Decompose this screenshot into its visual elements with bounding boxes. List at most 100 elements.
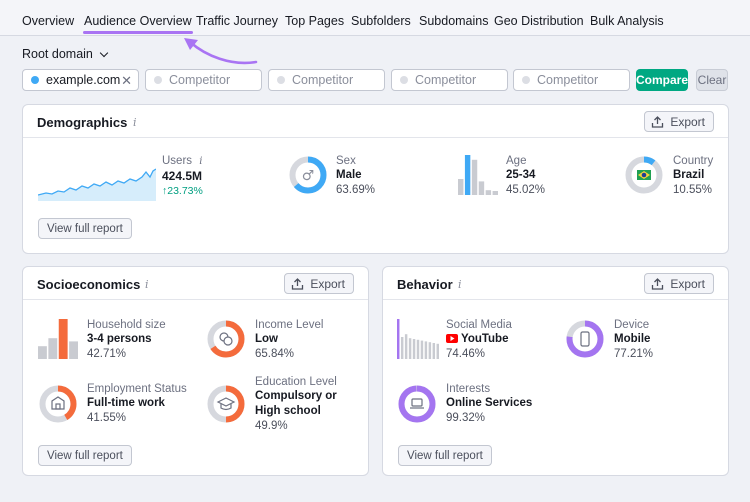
employment-value: Full-time work (87, 397, 165, 409)
age-label: Age (506, 155, 527, 167)
competitor-dot (400, 76, 408, 84)
competitor-input-4[interactable]: Competitor (513, 69, 630, 91)
card-header: Behavior i Export (383, 267, 728, 300)
laptop-icon (410, 398, 424, 409)
household-bar-chart (38, 319, 78, 359)
household-metric: Household size 3-4 persons 42.71% (87, 318, 166, 362)
country-label: Country (673, 155, 714, 167)
bar (69, 341, 78, 359)
sex-value: Male (336, 169, 362, 181)
donut-value-arc (398, 385, 436, 423)
tab-top-pages[interactable]: Top Pages (285, 14, 345, 28)
sex-percent: 63.69% (336, 184, 376, 196)
bar (485, 190, 492, 195)
age-bar-chart (458, 155, 498, 195)
bar (48, 338, 58, 359)
tab-audience-overview[interactable]: Audience Overview (83, 14, 193, 34)
root-domain-dropdown[interactable]: Root domain (22, 47, 109, 61)
export-button[interactable]: Export (284, 273, 354, 294)
age-value: 25-34 (506, 169, 536, 181)
info-icon[interactable]: i (133, 116, 137, 129)
tab-geo-distribution[interactable]: Geo Distribution (494, 14, 584, 28)
sex-donut-chart: ♂ (289, 156, 327, 194)
info-icon[interactable]: i (145, 278, 149, 291)
card-header: Socioeconomics i Export (23, 267, 368, 300)
donut-value-arc (39, 385, 77, 423)
household-percent: 42.71% (87, 348, 127, 360)
export-button[interactable]: Export (644, 111, 714, 132)
age-metric: Age 25-34 45.02% (506, 154, 545, 198)
device-value: Mobile (614, 333, 651, 345)
education-metric: Education Level Compulsory or High schoo… (255, 375, 337, 434)
interests-value: Online Services (446, 397, 533, 409)
tab-subdomains[interactable]: Subdomains (419, 14, 489, 28)
competitor-dot (277, 76, 285, 84)
bar (38, 346, 47, 359)
users-metric: Users i 424.5M ↑23.73% (162, 154, 203, 198)
info-icon[interactable]: i (458, 278, 462, 291)
age-percent: 45.02% (506, 184, 546, 196)
competitor-input-2[interactable]: Competitor (268, 69, 385, 91)
bar (428, 342, 432, 359)
social-media-metric: Social Media YouTube 74.46% (446, 318, 512, 362)
male-icon: ♂ (302, 168, 315, 184)
users-label: Users i (162, 155, 203, 167)
household-value: 3-4 persons (87, 333, 152, 345)
users-value: 424.5M (162, 169, 203, 183)
info-icon: i (199, 156, 203, 167)
social-media-value: YouTube (446, 332, 512, 347)
household-label: Household size (87, 319, 166, 331)
social-media-label: Social Media (446, 319, 512, 331)
annotation-arrow (184, 38, 258, 65)
view-full-report-button[interactable]: View full report (398, 445, 492, 466)
socioeconomics-card: Socioeconomics i Export Household size 3… (22, 266, 369, 476)
device-metric: Device Mobile 77.21% (614, 318, 653, 362)
compare-button[interactable]: Compare (636, 69, 688, 91)
bar (400, 337, 404, 359)
bar (492, 191, 498, 195)
upload-icon (292, 277, 304, 290)
youtube-icon (446, 334, 458, 343)
export-label: Export (310, 276, 345, 291)
users-delta: ↑23.73% (162, 185, 203, 197)
tab-subfolders[interactable]: Subfolders (351, 14, 411, 28)
upload-icon (652, 115, 664, 128)
bar (464, 155, 471, 195)
view-full-report-button[interactable]: View full report (38, 445, 132, 466)
employment-label: Employment Status (87, 383, 187, 395)
device-donut-chart (566, 320, 604, 358)
view-full-report-button[interactable]: View full report (38, 218, 132, 239)
bar (408, 338, 412, 359)
country-metric: Country Brazil 10.55% (673, 154, 713, 198)
domain-color-dot (31, 76, 39, 84)
competitor-input-1[interactable]: Competitor (145, 69, 262, 91)
sex-label: Sex (336, 155, 356, 167)
export-label: Export (670, 276, 705, 291)
donut-value-arc (566, 320, 604, 358)
competitor-input-3[interactable]: Competitor (391, 69, 508, 91)
education-value-line2: High school (255, 405, 321, 417)
export-button[interactable]: Export (644, 273, 714, 294)
domain-input-primary[interactable]: example.com ✕ (22, 69, 139, 91)
clear-domain-icon[interactable]: ✕ (121, 73, 132, 88)
country-donut-chart (625, 156, 663, 194)
bar (397, 319, 400, 359)
demographics-title: Demographics (37, 115, 128, 130)
bar (458, 179, 464, 195)
donut-value-arc (289, 156, 327, 194)
tab-traffic-journey[interactable]: Traffic Journey (196, 14, 278, 28)
employment-donut-chart (39, 385, 77, 423)
clear-button[interactable]: Clear (696, 69, 728, 91)
competitor-placeholder: Competitor (415, 73, 477, 87)
building-icon (51, 396, 65, 410)
bar (58, 319, 68, 359)
tab-bulk-analysis[interactable]: Bulk Analysis (590, 14, 664, 28)
bar (404, 334, 408, 359)
education-value-line1: Compulsory or (255, 390, 337, 402)
competitor-placeholder: Competitor (169, 73, 231, 87)
income-donut-chart (207, 320, 245, 358)
competitor-dot (522, 76, 530, 84)
mobile-icon (580, 331, 590, 347)
tab-overview[interactable]: Overview (22, 14, 75, 28)
socioeconomics-title: Socioeconomics (37, 277, 141, 292)
